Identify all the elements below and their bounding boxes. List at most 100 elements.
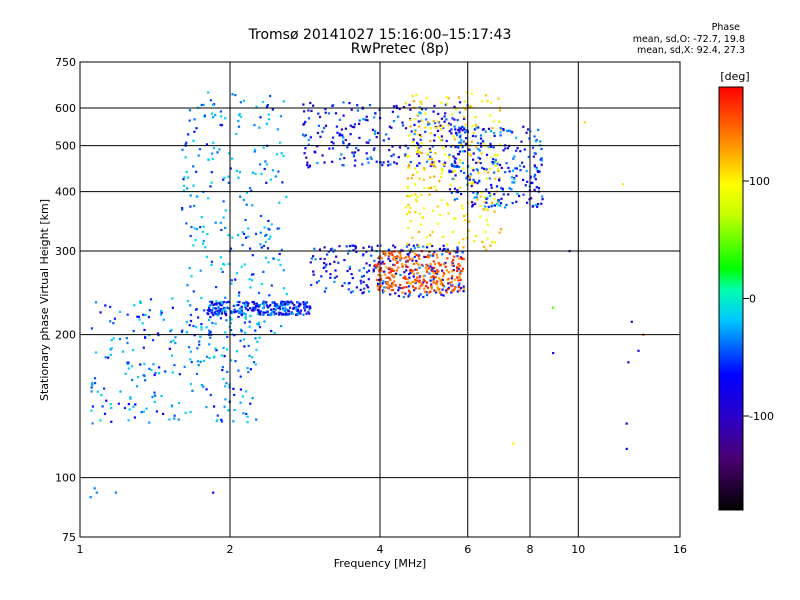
scatter-point [498,109,502,112]
scatter-point [332,142,335,145]
scatter-point [352,153,355,156]
scatter-point [398,146,402,149]
scatter-point [309,261,312,264]
scatter-point [399,252,402,255]
scatter-point [269,95,272,98]
scatter-point [384,254,387,257]
scatter-point [404,275,407,278]
scatter-point [453,255,456,258]
scatter-point [309,306,312,309]
scatter-point [425,255,428,258]
scatter-point [136,315,139,318]
scatter-point [523,148,526,151]
scatter-point [479,162,482,165]
scatter-point [437,222,440,225]
scatter-point [452,135,455,138]
scatter-point [530,197,533,200]
scatter-point [451,170,454,173]
scatter-point [248,278,251,281]
scatter-point [442,146,445,150]
scatter-point [249,315,252,318]
scatter-point [189,194,192,197]
scatter-point [374,112,377,115]
scatter-point [451,230,454,233]
scatter-point [498,231,501,234]
scatter-point [265,163,269,166]
scatter-point [361,163,364,166]
scatter-point [440,172,443,175]
scatter-point [414,211,417,214]
scatter-point [482,139,485,143]
scatter-point [245,301,248,304]
scatter-point [408,163,411,166]
scatter-point [471,183,474,186]
scatter-point [104,356,107,359]
scatter-point [202,242,205,245]
scatter-point [184,156,187,159]
scatter-point [446,243,449,246]
scatter-point [432,271,435,275]
scatter-point [540,157,543,160]
scatter-point [429,234,432,237]
scatter-point [442,294,445,297]
scatter-point [218,312,221,315]
scatter-point [444,153,447,156]
scatter-point [209,336,212,339]
scatter-point [496,203,499,206]
scatter-point [441,288,444,291]
scatter-point [196,360,199,363]
scatter-point [266,104,269,107]
scatter-point [484,248,488,251]
scatter-point [178,373,181,376]
scatter-point [456,246,459,249]
scatter-point [273,313,276,316]
scatter-point [125,337,128,340]
scatter-point [192,290,195,293]
scatter-point [461,125,464,128]
scatter-point [438,290,442,293]
scatter-point [452,155,455,158]
scatter-point [254,337,257,340]
scatter-point [208,300,212,303]
scatter-point [453,217,456,220]
scatter-point [510,188,513,191]
scatter-point [365,262,368,265]
scatter-point [362,118,365,121]
scatter-point [468,182,471,185]
scatter-point [237,176,240,179]
scatter-point [478,149,481,152]
scatter-point [488,194,492,197]
scatter-point [251,397,254,400]
scatter-point [488,177,491,180]
scatter-point [357,149,360,152]
colorbar-label: [deg] [720,70,749,83]
scatter-point [465,91,468,94]
scatter-point [245,203,248,206]
scatter-point [492,146,495,149]
scatter-point [255,232,258,235]
scatter-point [463,219,467,222]
scatter-point [416,141,419,145]
scatter-point [514,167,517,170]
scatter-point [238,307,241,310]
scatter-point [199,360,202,363]
scatter-point [160,310,163,313]
scatter-point [338,245,341,248]
scatter-point [397,266,400,269]
scatter-point [459,278,462,282]
x-tick-label: 2 [227,543,234,556]
scatter-point [342,164,345,167]
scatter-point [112,337,115,340]
scatter-point [103,412,107,415]
scatter-point [391,267,394,270]
scatter-point [312,273,315,276]
scatter-point [408,293,411,296]
scatter-point [340,153,343,156]
scatter-point [362,274,365,278]
scatter-point [331,247,334,250]
scatter-point [440,198,443,202]
scatter-point [465,237,469,240]
scatter-point [144,314,147,317]
scatter-point [274,304,277,307]
